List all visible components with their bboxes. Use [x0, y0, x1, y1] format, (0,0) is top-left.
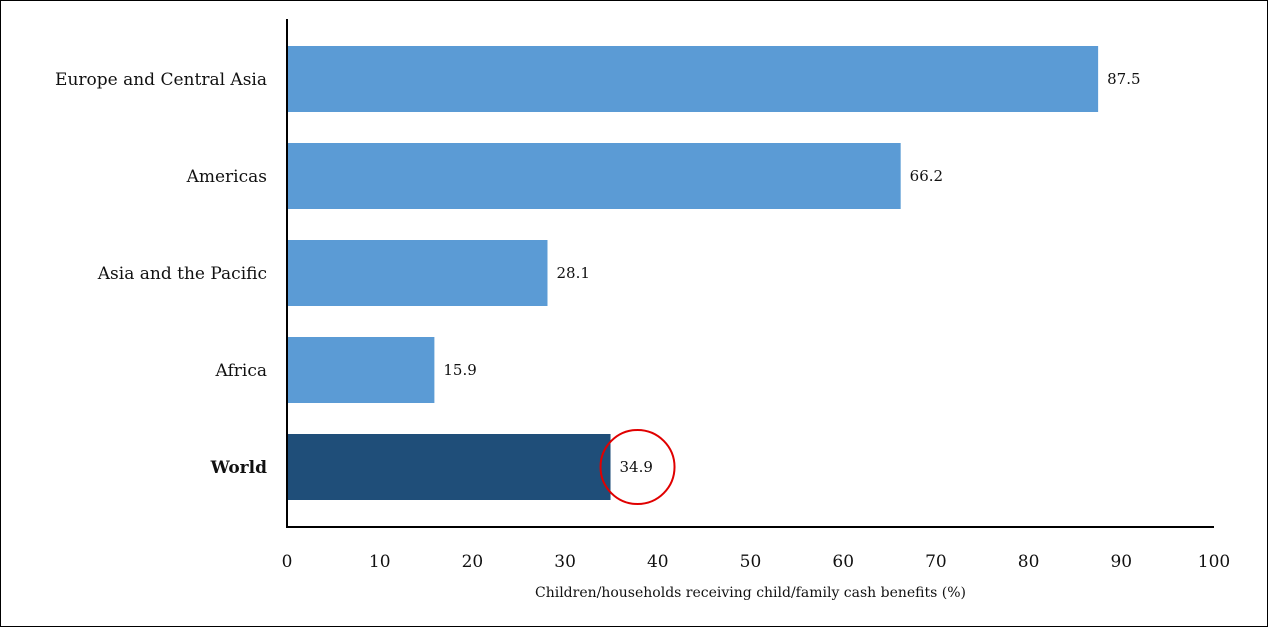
value-label-africa: 15.9	[443, 361, 476, 379]
x-tick-label-0: 0	[282, 552, 293, 572]
axes-group	[286, 19, 1214, 528]
category-label-world: World	[210, 458, 267, 478]
x-tick-label-70: 70	[925, 552, 947, 572]
value-label-europe-and-central-asia: 87.5	[1107, 70, 1140, 88]
category-label-europe-and-central-asia: Europe and Central Asia	[55, 70, 267, 90]
highlight-circle	[599, 429, 676, 505]
value-label-americas: 66.2	[910, 167, 943, 185]
category-label-asia-and-the-pacific: Asia and the Pacific	[97, 264, 267, 284]
category-label-americas: Americas	[186, 167, 267, 187]
x-tick-label-10: 10	[369, 552, 391, 572]
bar-africa	[288, 337, 435, 403]
bar-asia-and-the-pacific	[288, 240, 548, 306]
x-tick-labels-group: 0 10 20 30 40 50 60 70 80 90 100	[282, 552, 1231, 572]
bars-group	[288, 46, 1099, 500]
category-labels-group: Europe and Central Asia Americas Asia and …	[55, 70, 267, 478]
bar-world	[288, 434, 611, 500]
x-tick-label-40: 40	[647, 552, 669, 572]
bar-americas	[288, 143, 901, 209]
x-tick-label-90: 90	[1110, 552, 1132, 572]
x-tick-label-30: 30	[554, 552, 576, 572]
x-tick-label-80: 80	[1018, 552, 1040, 572]
x-tick-label-60: 60	[832, 552, 854, 572]
value-label-asia-and-the-pacific: 28.1	[556, 264, 589, 282]
x-tick-label-50: 50	[740, 552, 762, 572]
x-axis-title: Children/households receiving child/fami…	[535, 585, 966, 601]
bar-europe-and-central-asia	[288, 46, 1099, 112]
value-labels-group: 87.5 66.2 28.1 15.9 34.9	[443, 70, 1140, 476]
value-label-world: 34.9	[620, 458, 653, 476]
category-label-africa: Africa	[215, 361, 268, 381]
x-tick-label-100: 100	[1198, 552, 1230, 572]
x-tick-label-20: 20	[462, 552, 484, 572]
